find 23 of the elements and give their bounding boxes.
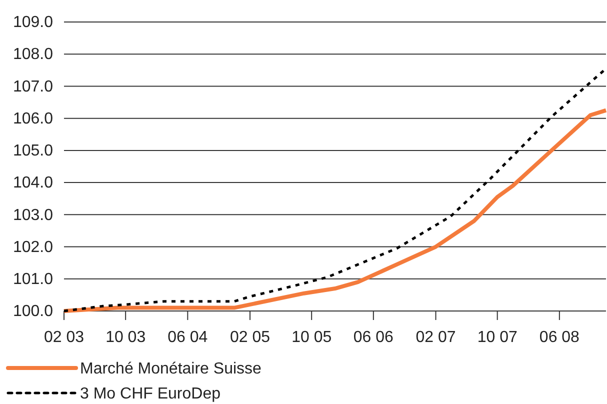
x-tick-label: 06 06: [353, 329, 394, 346]
x-tick-label: 06 04: [168, 329, 208, 346]
y-tick-label: 106.0: [12, 110, 54, 128]
y-tick-label: 101.0: [12, 271, 54, 288]
line-series: [62, 108, 607, 313]
y-tick-label: 105.0: [12, 142, 54, 160]
y-tick-label: 107.0: [12, 78, 54, 96]
y-tick-label: 109.0: [12, 14, 54, 32]
x-tick-label: 10 03: [106, 329, 146, 346]
line-series: [62, 67, 607, 312]
y-tick-label: 103.0: [12, 206, 54, 224]
x-tick-label: 02 07: [416, 329, 456, 346]
y-tick-label: 104.0: [12, 174, 54, 192]
x-tick-label: 02 05: [230, 329, 270, 346]
y-tick-label: 100.0: [12, 303, 54, 320]
x-tick-label: 06 08: [539, 329, 580, 346]
y-tick-label: 108.0: [12, 46, 54, 64]
y-tick-label: 102.0: [12, 238, 54, 256]
x-tick-label: 10 07: [477, 329, 518, 346]
x-tick-label: 02 03: [44, 329, 84, 346]
x-tick-label: 10 05: [292, 329, 332, 346]
legend-label: Marché Monétaire Suisse: [80, 360, 262, 378]
legend-label: 3 Mo CHF EuroDep: [80, 386, 221, 403]
